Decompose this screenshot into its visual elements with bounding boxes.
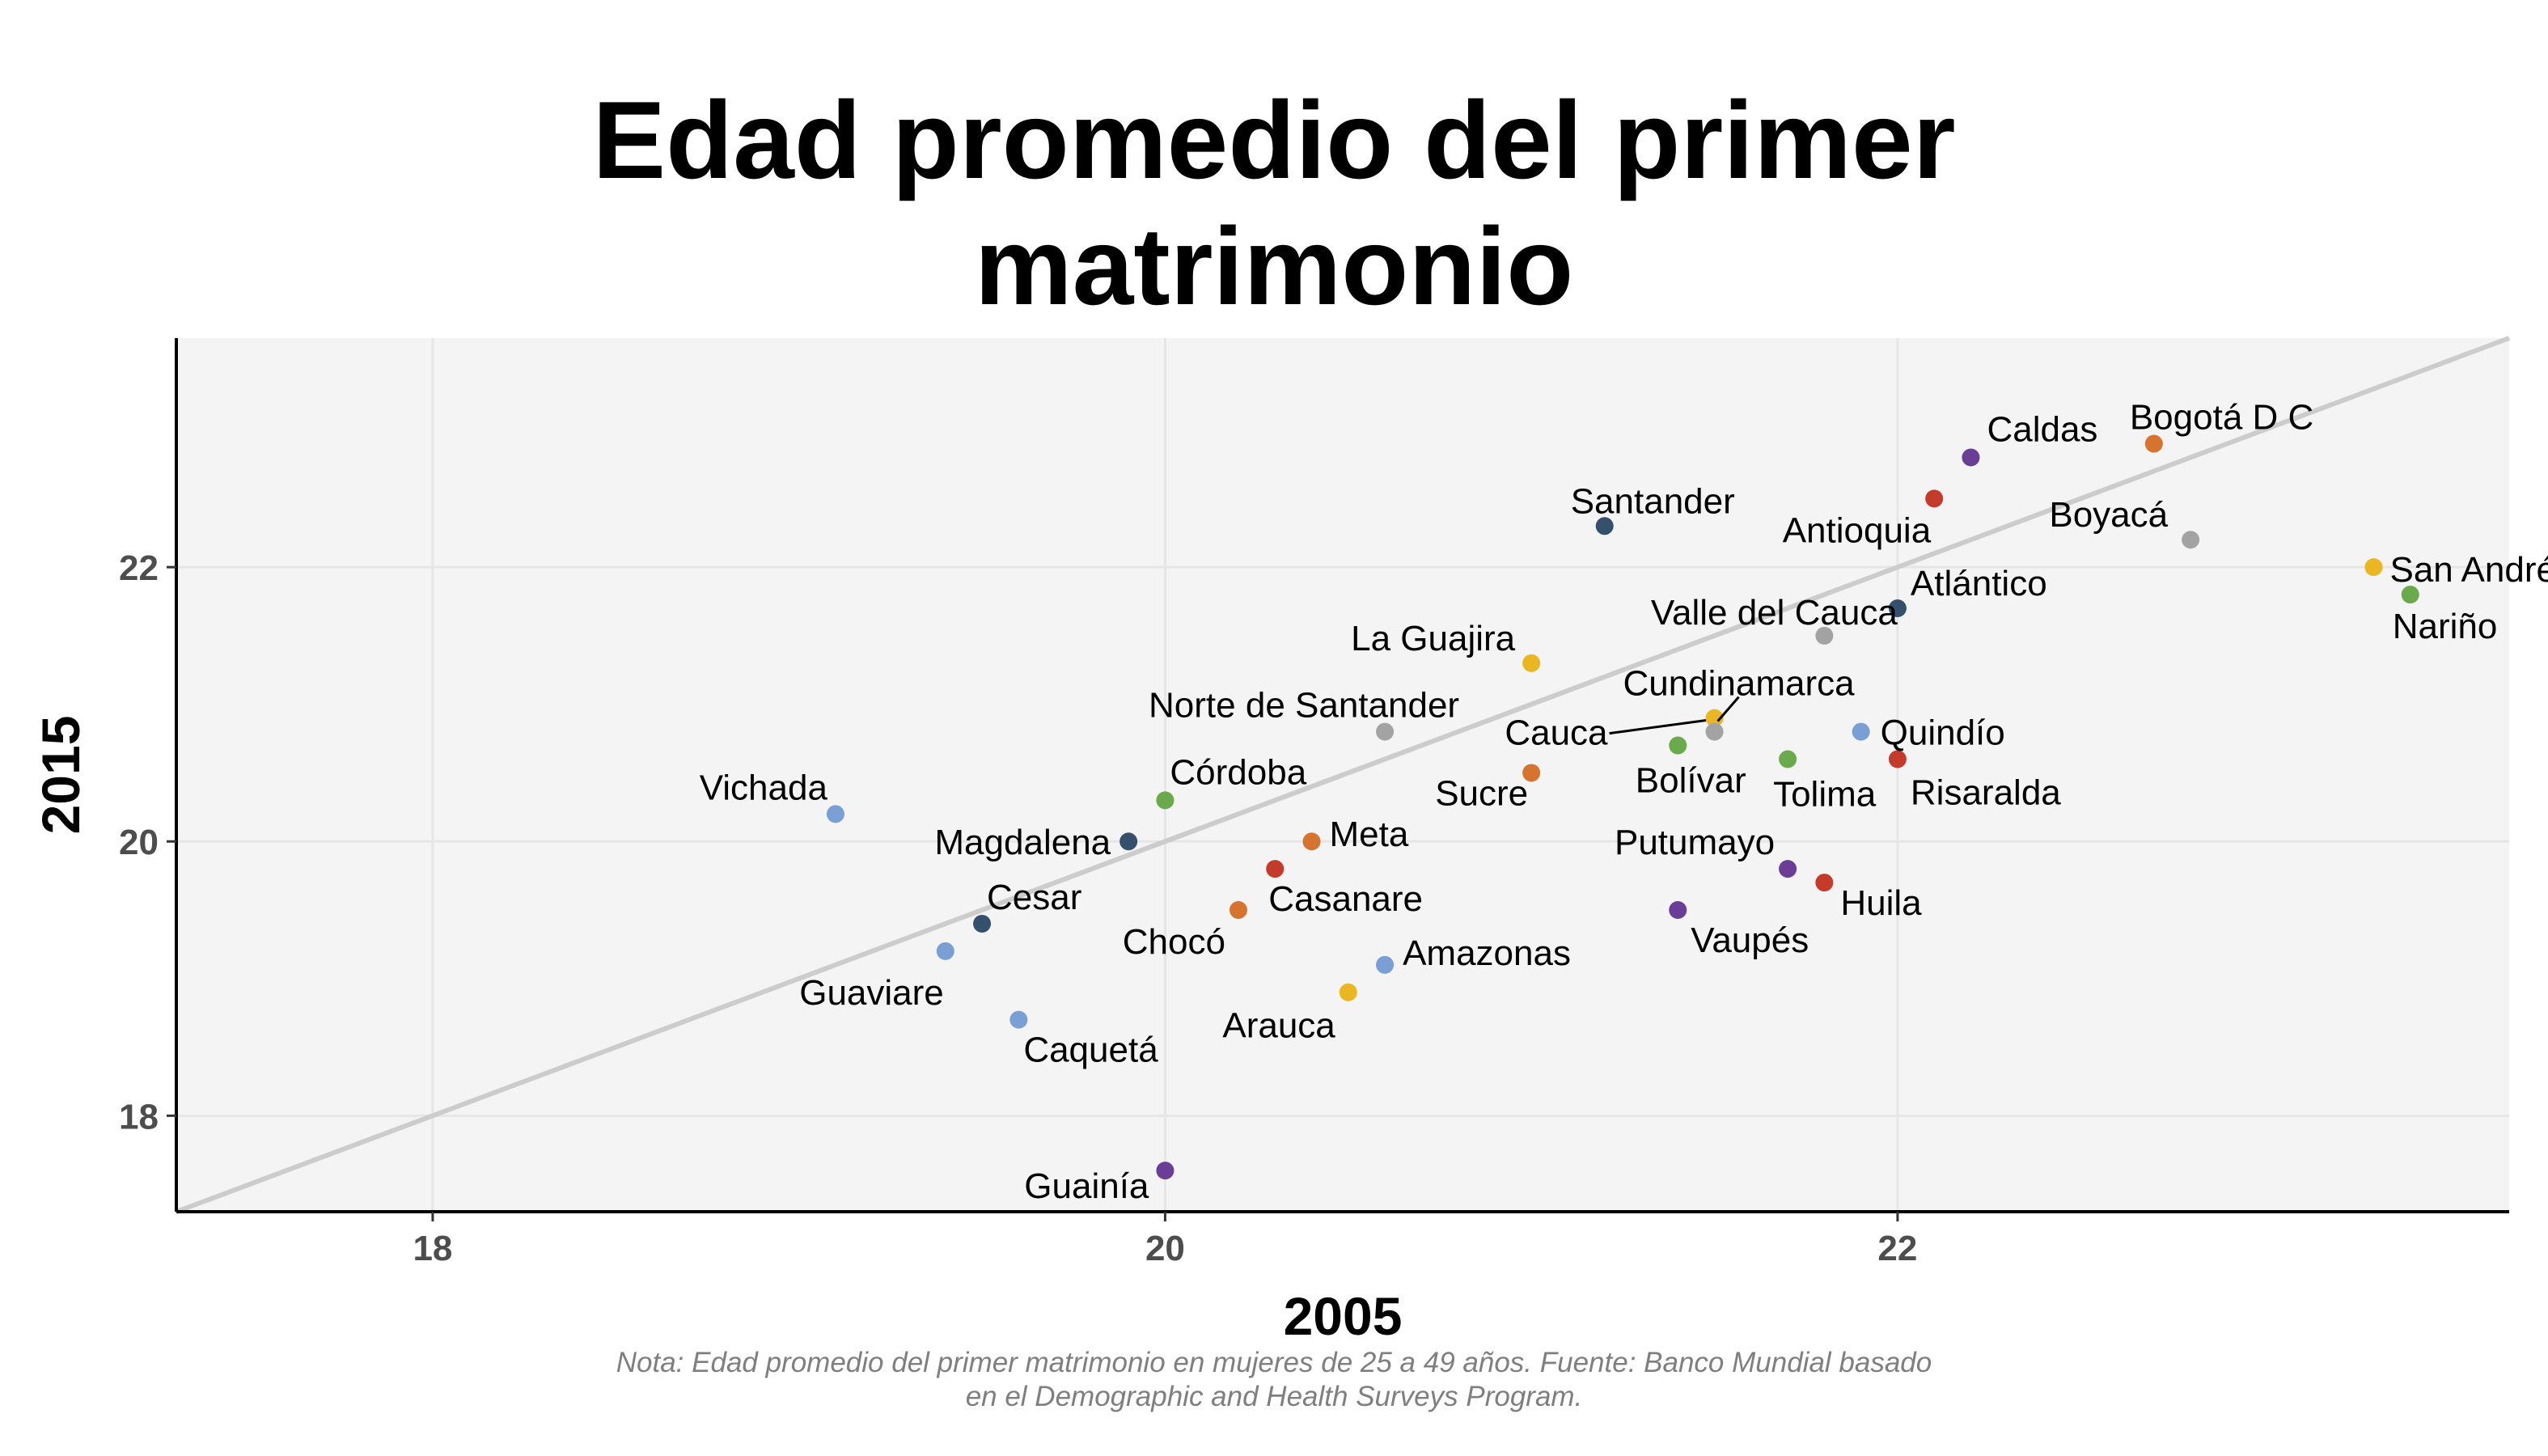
label-choco: Chocó [1123, 922, 1225, 962]
point-guainia [1156, 1162, 1175, 1180]
x-axis-title: 2005 [1284, 1286, 1403, 1346]
source-note-line-2: en el Demographic and Health Surveys Pro… [965, 1381, 1583, 1412]
label-caqueta: Caquetá [1023, 1031, 1158, 1070]
label-bolivar: Bolívar [1636, 761, 1746, 801]
label-boyaca: Boyacá [2049, 495, 2168, 535]
point-arauca [1339, 983, 1357, 1001]
point-la-guajira [1522, 654, 1541, 672]
point-boyaca [2182, 531, 2200, 549]
point-santander [1595, 517, 1614, 535]
label-cordoba: Córdoba [1170, 752, 1306, 792]
point-meta [1302, 832, 1321, 851]
label-caldas: Caldas [1987, 410, 2097, 450]
point-vichada [826, 805, 844, 823]
y-axis-title: 2015 [31, 716, 91, 835]
y-tick-label: 18 [119, 1097, 159, 1136]
label-casanare: Casanare [1268, 879, 1423, 919]
point-labels: Caldas Bogotá D C Antioquia Santander Boyacá… [700, 398, 2548, 1207]
point-risaralda [1888, 750, 1907, 768]
label-cundinamarca: Cundinamarca [1623, 664, 1855, 704]
point-sucre [1522, 764, 1541, 782]
label-guainia: Guainía [1024, 1166, 1149, 1206]
label-bogota-d-c: Bogotá D C [2130, 398, 2313, 438]
point-quindio [1852, 722, 1870, 741]
label-cesar: Cesar [987, 878, 1081, 917]
gridlines [176, 338, 2509, 1212]
point-magdalena [1120, 832, 1138, 851]
point-huila [1815, 874, 1834, 892]
point-cauca [1705, 722, 1724, 741]
label-tolima: Tolima [1773, 775, 1877, 815]
point-atlantico [1888, 599, 1907, 618]
label-putumayo: Putumayo [1615, 823, 1775, 862]
point-caqueta [1009, 1010, 1028, 1029]
source-note: Nota: Edad promedio del primer matrimoni… [0, 1346, 2548, 1414]
label-vichada: Vichada [700, 768, 828, 807]
label-quindio: Quindío [1881, 713, 2005, 753]
label-norte-de-santander: Norte de Santander [1149, 686, 1459, 726]
x-tick-label: 18 [413, 1229, 452, 1268]
cundinamarca-leader-line [1609, 718, 1712, 735]
label-magdalena: Magdalena [934, 823, 1111, 862]
point-san-andres [2364, 558, 2383, 577]
label-arauca: Arauca [1222, 1006, 1335, 1046]
point-caldas [1962, 448, 1980, 467]
label-atlantico: Atlántico [1911, 564, 2047, 603]
label-narino: Nariño [2393, 607, 2498, 646]
point-narino [2401, 586, 2419, 604]
source-note-line-1: Nota: Edad promedio del primer matrimoni… [616, 1347, 1932, 1378]
point-casanare [1266, 860, 1285, 878]
y-tick-label: 22 [119, 548, 159, 588]
label-antioquia: Antioquia [1783, 510, 1932, 550]
point-putumayo [1779, 860, 1797, 878]
label-huila: Huila [1840, 883, 1922, 923]
label-vaupes: Vaupés [1691, 921, 1809, 960]
data-points [826, 434, 2419, 1180]
point-antioquia [1925, 489, 1944, 508]
label-risaralda: Risaralda [1911, 773, 2061, 813]
point-bogota-d-c [2144, 434, 2163, 453]
label-guaviare: Guaviare [799, 973, 944, 1013]
label-san-andres: San Andrés [2389, 550, 2548, 590]
chart-title: Edad promedio del primer matrimonio [592, 78, 1956, 328]
point-norte-de-santander [1376, 722, 1395, 741]
label-meta: Meta [1330, 815, 1409, 854]
y-tick-label: 20 [119, 823, 159, 862]
cundinamarca-leader-line-2 [1716, 696, 1740, 722]
point-cundinamarca [1705, 709, 1724, 727]
point-choco [1229, 901, 1247, 920]
label-amazonas: Amazonas [1403, 933, 1571, 973]
point-amazonas [1376, 955, 1395, 974]
label-la-guajira: La Guajira [1351, 619, 1516, 658]
point-guaviare [936, 942, 954, 960]
axis-ticks: 18 20 22 18 20 22 [119, 548, 1917, 1268]
point-cordoba [1156, 791, 1175, 810]
x-tick-label: 22 [1877, 1229, 1917, 1268]
point-tolima [1779, 750, 1797, 768]
label-valle-del-cauca: Valle del Cauca [1651, 593, 1898, 633]
label-sucre: Sucre [1435, 773, 1528, 813]
point-cesar [973, 914, 992, 933]
x-tick-label: 20 [1145, 1229, 1185, 1268]
label-cauca: Cauca [1505, 713, 1608, 753]
point-vaupes [1669, 901, 1687, 920]
label-santander: Santander [1571, 481, 1735, 521]
point-valle-del-cauca [1815, 626, 1834, 645]
point-bolivar [1669, 736, 1687, 755]
reference-line [175, 336, 2511, 1214]
